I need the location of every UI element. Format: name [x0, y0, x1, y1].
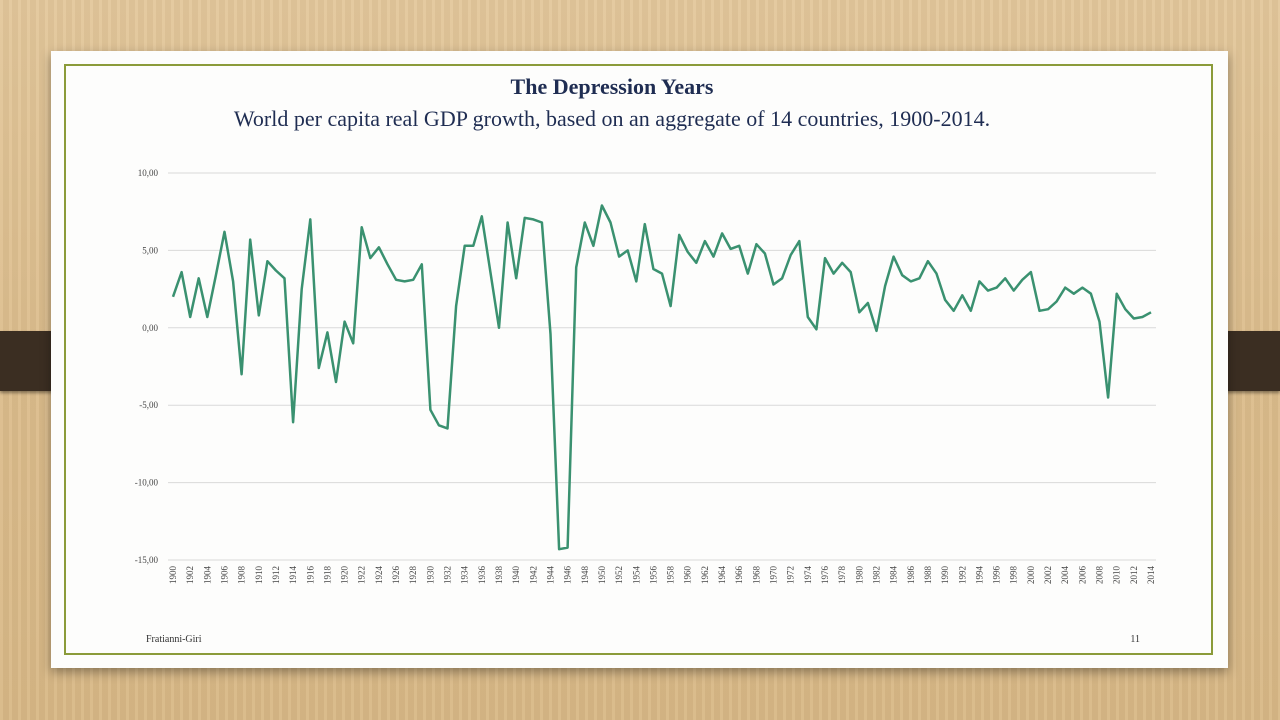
x-tick-label: 1920 [340, 566, 350, 585]
slide-title: The Depression Years [510, 74, 714, 99]
x-tick-label: 1936 [477, 566, 487, 585]
x-tick-label: 1974 [803, 566, 813, 585]
x-tick-label: 1956 [648, 566, 658, 585]
x-tick-label: 2006 [1077, 566, 1087, 585]
slide-paper [51, 51, 1228, 668]
x-tick-label: 1994 [974, 566, 984, 585]
series-layer [171, 204, 1152, 551]
slide-frame [64, 64, 1213, 655]
y-tick-label: 5,00 [142, 245, 158, 255]
footer-author: Fratianni-Giri [146, 634, 202, 645]
x-tick-label: 1990 [940, 566, 950, 585]
x-tick-label: 1910 [254, 566, 264, 585]
x-tick-label: 1966 [734, 566, 744, 585]
x-tick-label: 1970 [769, 566, 779, 585]
x-tick-label: 1954 [631, 566, 641, 585]
x-tick-label: 2014 [1146, 566, 1156, 585]
x-tick-label: 2008 [1095, 566, 1105, 585]
x-tick-label: 2002 [1043, 566, 1053, 584]
x-tick-label: 1912 [271, 566, 281, 584]
x-tick-label: 2004 [1060, 566, 1070, 585]
x-tick-label: 1982 [871, 566, 881, 584]
x-tick-label: 1964 [717, 566, 727, 585]
x-tick-label: 1958 [666, 566, 676, 585]
x-tick-label: 1938 [494, 566, 504, 585]
y-tick-label: -5,00 [139, 400, 158, 410]
footer-page-number: 11 [1130, 634, 1140, 645]
x-tick-label: 1946 [563, 566, 573, 585]
x-tick-label: 1932 [443, 566, 453, 584]
x-tick-label: 1914 [288, 566, 298, 585]
x-tick-label: 1944 [545, 566, 555, 585]
x-tick-label: 1904 [202, 566, 212, 585]
y-tick-label: -10,00 [135, 478, 159, 488]
y-tick-label: 10,00 [138, 168, 159, 178]
x-tick-label: 1952 [614, 566, 624, 584]
x-tick-label: 1902 [185, 566, 195, 584]
x-axis-ticks: 1900 1902 1904 1906 1908 1910 1912 1914 1916 1918… [168, 566, 1156, 585]
x-tick-label: 1972 [786, 566, 796, 584]
x-tick-label: 1968 [751, 566, 761, 585]
x-tick-label: 1934 [460, 566, 470, 585]
x-tick-label: 1984 [889, 566, 899, 585]
x-tick-label: 1992 [957, 566, 967, 584]
x-tick-label: 2010 [1112, 566, 1122, 585]
x-tick-label: 1976 [820, 566, 830, 585]
x-tick-label: 1986 [906, 566, 916, 585]
y-tick-label: -15,00 [135, 555, 159, 565]
x-tick-label: 1906 [219, 566, 229, 585]
x-tick-label: 1950 [597, 566, 607, 585]
x-tick-label: 1978 [837, 566, 847, 585]
x-tick-label: 1930 [425, 566, 435, 585]
x-tick-label: 1996 [992, 566, 1002, 585]
series-line [171, 204, 1152, 551]
x-tick-label: 1926 [391, 566, 401, 585]
x-tick-label: 2000 [1026, 566, 1036, 585]
x-tick-label: 1940 [511, 566, 521, 585]
y-tick-label: 0,00 [142, 323, 158, 333]
x-tick-label: 1900 [168, 566, 178, 585]
x-tick-label: 1928 [408, 566, 418, 585]
y-axis-ticks: 10,00 5,00 0,00 -5,00 -10,00 -15,00 [135, 168, 159, 565]
x-tick-label: 1924 [374, 566, 384, 585]
slide-subtitle: World per capita real GDP growth, based … [233, 106, 991, 131]
x-tick-label: 1908 [237, 566, 247, 585]
x-tick-label: 1988 [923, 566, 933, 585]
x-tick-label: 1948 [580, 566, 590, 585]
x-tick-label: 1998 [1009, 566, 1019, 585]
x-tick-label: 1980 [854, 566, 864, 585]
x-tick-label: 1918 [322, 566, 332, 585]
x-tick-label: 1942 [528, 566, 538, 584]
x-tick-label: 2012 [1129, 566, 1139, 584]
x-tick-label: 1916 [305, 566, 315, 585]
x-tick-label: 1962 [700, 566, 710, 584]
x-tick-label: 1922 [357, 566, 367, 584]
grid-lines [168, 172, 1156, 561]
x-tick-label: 1960 [683, 566, 693, 585]
